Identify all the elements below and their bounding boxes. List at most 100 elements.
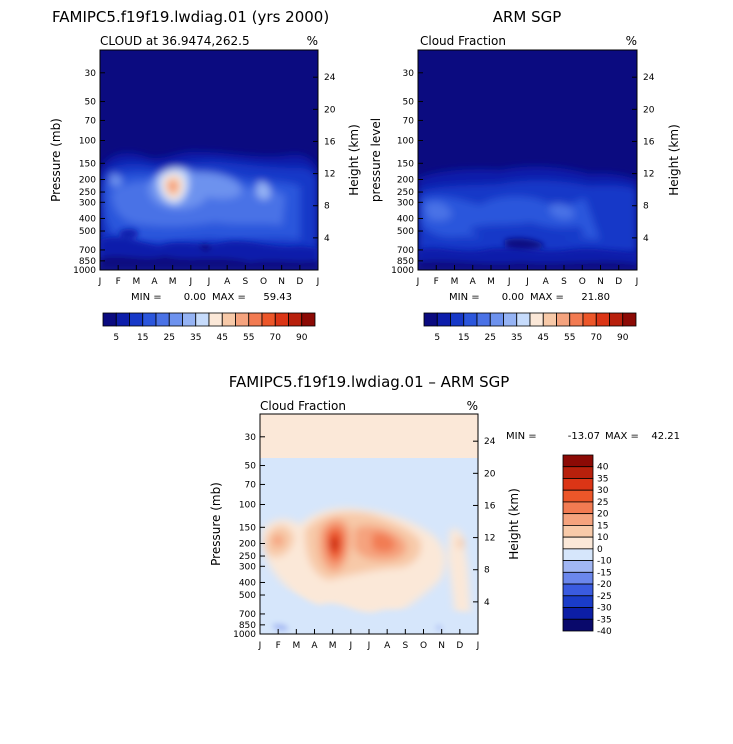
pressure-tick-label: 300 <box>397 198 414 208</box>
pressure-tick-label: 30 <box>85 69 97 79</box>
colorbar-label: -40 <box>597 627 612 637</box>
colorbar-swatch <box>562 583 594 597</box>
pressure-tick-label: 500 <box>397 227 414 237</box>
height-tick-label: 24 <box>484 437 496 447</box>
panel-diff-max-label: MAX = <box>605 431 639 442</box>
pressure-tick-label: 700 <box>239 610 256 620</box>
panel-obs-min-label: MIN = <box>449 292 480 303</box>
pressure-tick-label: 1000 <box>391 266 414 276</box>
month-tick-label: M <box>132 277 140 287</box>
height-tick-label: 20 <box>643 105 655 115</box>
month-tick-label: A <box>384 641 391 651</box>
month-tick-label: O <box>260 277 267 287</box>
month-tick-label: J <box>416 277 420 287</box>
month-tick-label: J <box>316 277 320 287</box>
colorbar-label: 10 <box>597 533 609 543</box>
colorbar-label: 0 <box>597 545 603 555</box>
pressure-tick-label: 30 <box>245 433 257 443</box>
month-tick-label: D <box>456 641 463 651</box>
month-tick-label: M <box>451 277 459 287</box>
month-tick-label: J <box>635 277 639 287</box>
colorbar-swatch <box>556 312 571 327</box>
colorbar-swatch <box>195 312 210 327</box>
colorbar-model: 5 15 25 35 45 55 70 90 <box>102 312 316 343</box>
panel-diff: FAMIPC5.f19f19.lwdiag.01 – ARM SGP Cloud… <box>209 373 680 651</box>
colorbar-swatch <box>609 312 624 327</box>
colorbar-swatch <box>155 312 170 327</box>
colorbar-swatch <box>450 312 465 327</box>
panel-obs-ylabel-right: Height (km) <box>667 124 681 195</box>
month-tick-label: O <box>420 641 427 651</box>
pressure-tick-label: 50 <box>245 462 257 472</box>
colorbar-label: 70 <box>591 333 603 343</box>
height-tick-label: 4 <box>324 234 330 244</box>
panel-model-max-label: MAX = <box>212 292 246 303</box>
colorbar-swatch <box>423 312 438 327</box>
height-tick-label: 16 <box>484 501 496 511</box>
colorbar-swatch <box>529 312 544 327</box>
panel-model-units: % <box>307 34 318 48</box>
colorbar-label: 35 <box>597 474 608 484</box>
month-tick-label: F <box>276 641 281 651</box>
month-tick-label: O <box>579 277 586 287</box>
colorbar-swatch <box>562 536 594 550</box>
colorbar-swatch <box>182 312 197 327</box>
month-tick-label: D <box>296 277 303 287</box>
pressure-tick-label: 300 <box>239 562 256 572</box>
colorbar-swatch <box>235 312 250 327</box>
colorbar-label: 25 <box>485 333 496 343</box>
colorbar-swatch <box>436 312 451 327</box>
height-tick-label: 24 <box>643 73 655 83</box>
panel-diff-subtitle: Cloud Fraction <box>260 399 346 413</box>
month-tick-label: J <box>367 641 371 651</box>
month-tick-label: A <box>151 277 158 287</box>
colorbar-swatch <box>301 312 316 327</box>
colorbar-swatch <box>562 548 594 561</box>
colorbar-swatch <box>562 560 594 573</box>
colorbar-swatch <box>542 312 557 327</box>
colorbar-swatch <box>288 312 303 327</box>
month-tick-label: N <box>597 277 604 287</box>
panel-model-min-value: 0.00 <box>184 292 206 303</box>
pressure-tick-label: 150 <box>397 159 414 169</box>
pressure-tick-label: 50 <box>403 98 415 108</box>
height-tick-label: 12 <box>324 170 335 180</box>
pressure-tick-label: 100 <box>79 137 96 147</box>
month-tick-label: M <box>329 641 337 651</box>
pressure-tick-label: 850 <box>79 257 96 267</box>
colorbar-label: -25 <box>597 592 612 602</box>
pressure-tick-label: 500 <box>79 227 96 237</box>
month-tick-label: M <box>169 277 177 287</box>
month-tick-label: N <box>438 641 445 651</box>
colorbar-swatch <box>168 312 183 327</box>
colorbar-label: 5 <box>113 333 119 343</box>
colorbar-label: 35 <box>190 333 201 343</box>
colorbar-swatch <box>562 454 594 468</box>
colorbar-label: 40 <box>597 463 609 473</box>
colorbar-swatch <box>115 312 130 327</box>
colorbar-label: 45 <box>538 333 549 343</box>
colorbar-swatch <box>562 525 594 538</box>
colorbar-swatch <box>569 312 584 327</box>
pressure-tick-label: 150 <box>239 523 256 533</box>
panel-obs-title: ARM SGP <box>493 8 562 26</box>
colorbar-label: 35 <box>511 333 522 343</box>
panel-model-field <box>100 50 318 270</box>
panel-diff-field <box>260 414 478 634</box>
colorbar-label: 30 <box>597 486 609 496</box>
colorbar-swatch <box>208 312 223 327</box>
panel-model: FAMIPC5.f19f19.lwdiag.01 (yrs 2000) CLOU… <box>49 8 361 343</box>
panel-diff-max-value: 42.21 <box>651 431 680 442</box>
pressure-tick-label: 300 <box>79 198 96 208</box>
colorbar-swatch <box>102 312 117 327</box>
pressure-tick-label: 200 <box>397 175 414 185</box>
pressure-tick-label: 400 <box>397 214 414 224</box>
colorbar-obs: 5 15 25 35 45 55 70 90 <box>423 312 637 343</box>
panel-model-min-label: MIN = <box>131 292 162 303</box>
colorbar-label: 70 <box>270 333 282 343</box>
pressure-tick-label: 200 <box>239 539 256 549</box>
month-tick-label: J <box>207 277 211 287</box>
pressure-tick-label: 70 <box>403 116 415 126</box>
